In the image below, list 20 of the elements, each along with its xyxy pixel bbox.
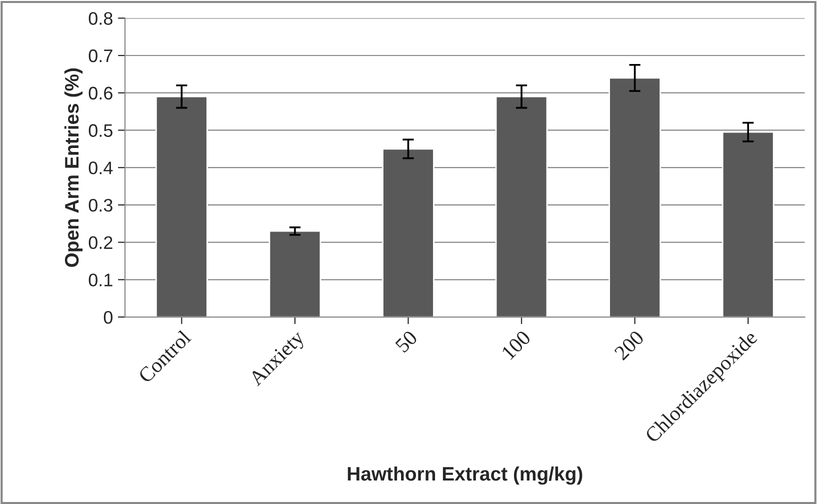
y-tick-label: 0.8: [88, 12, 112, 25]
y-tick-label: 0.2: [88, 236, 112, 250]
bar: [155, 96, 208, 318]
y-tick-label: 0.3: [88, 198, 112, 212]
y-tick-label: 0.6: [88, 86, 112, 100]
bar: [722, 131, 774, 318]
bar: [382, 148, 434, 318]
y-tick-label: 0.7: [88, 49, 112, 62]
x-tick-label: 100: [501, 330, 532, 360]
y-tick-label: 0: [104, 310, 112, 324]
y-tick-label: 0.4: [88, 162, 113, 174]
bar: [495, 96, 548, 318]
y-tick-label: 0.1: [88, 274, 112, 286]
bar: [608, 77, 661, 318]
y-axis-title: Open Arm Entries (%): [64, 68, 83, 267]
y-tick-label: 0.5: [88, 124, 112, 137]
bar: [268, 230, 322, 318]
x-tick-label: 200: [614, 330, 645, 361]
x-tick-label: 50: [394, 330, 418, 354]
x-axis-title: Hawthorn Extract (mg/kg): [348, 466, 582, 485]
